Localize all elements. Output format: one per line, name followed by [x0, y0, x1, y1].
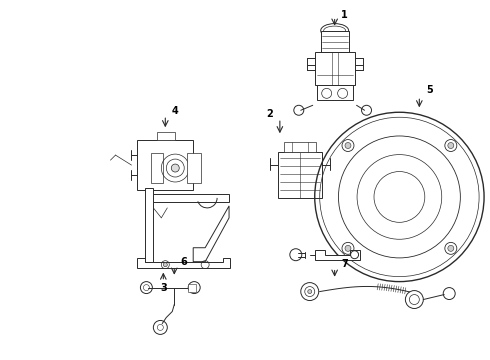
- Bar: [188, 284, 196, 292]
- Text: 3: 3: [160, 283, 167, 293]
- Circle shape: [308, 289, 312, 293]
- Circle shape: [345, 143, 351, 149]
- Text: 1: 1: [341, 10, 348, 20]
- Bar: [317, 85, 353, 100]
- Text: 7: 7: [341, 259, 348, 269]
- Ellipse shape: [324, 26, 345, 35]
- Text: 6: 6: [181, 257, 188, 267]
- Circle shape: [172, 164, 179, 172]
- Bar: [315, 53, 355, 85]
- Bar: [157, 132, 175, 140]
- Text: 5: 5: [426, 85, 433, 95]
- Polygon shape: [153, 194, 229, 202]
- Bar: [151, 153, 163, 183]
- Bar: [321, 31, 348, 53]
- Polygon shape: [146, 188, 153, 262]
- Bar: [187, 153, 201, 183]
- Ellipse shape: [321, 24, 348, 37]
- Text: 4: 4: [172, 106, 179, 116]
- Polygon shape: [315, 250, 360, 260]
- Circle shape: [163, 263, 167, 267]
- Circle shape: [448, 143, 454, 149]
- Bar: [137, 140, 193, 190]
- Polygon shape: [137, 258, 230, 268]
- Circle shape: [448, 246, 454, 251]
- Polygon shape: [193, 206, 229, 262]
- Bar: [278, 152, 322, 198]
- Bar: [284, 142, 316, 152]
- Text: 2: 2: [267, 109, 273, 119]
- Circle shape: [345, 246, 351, 251]
